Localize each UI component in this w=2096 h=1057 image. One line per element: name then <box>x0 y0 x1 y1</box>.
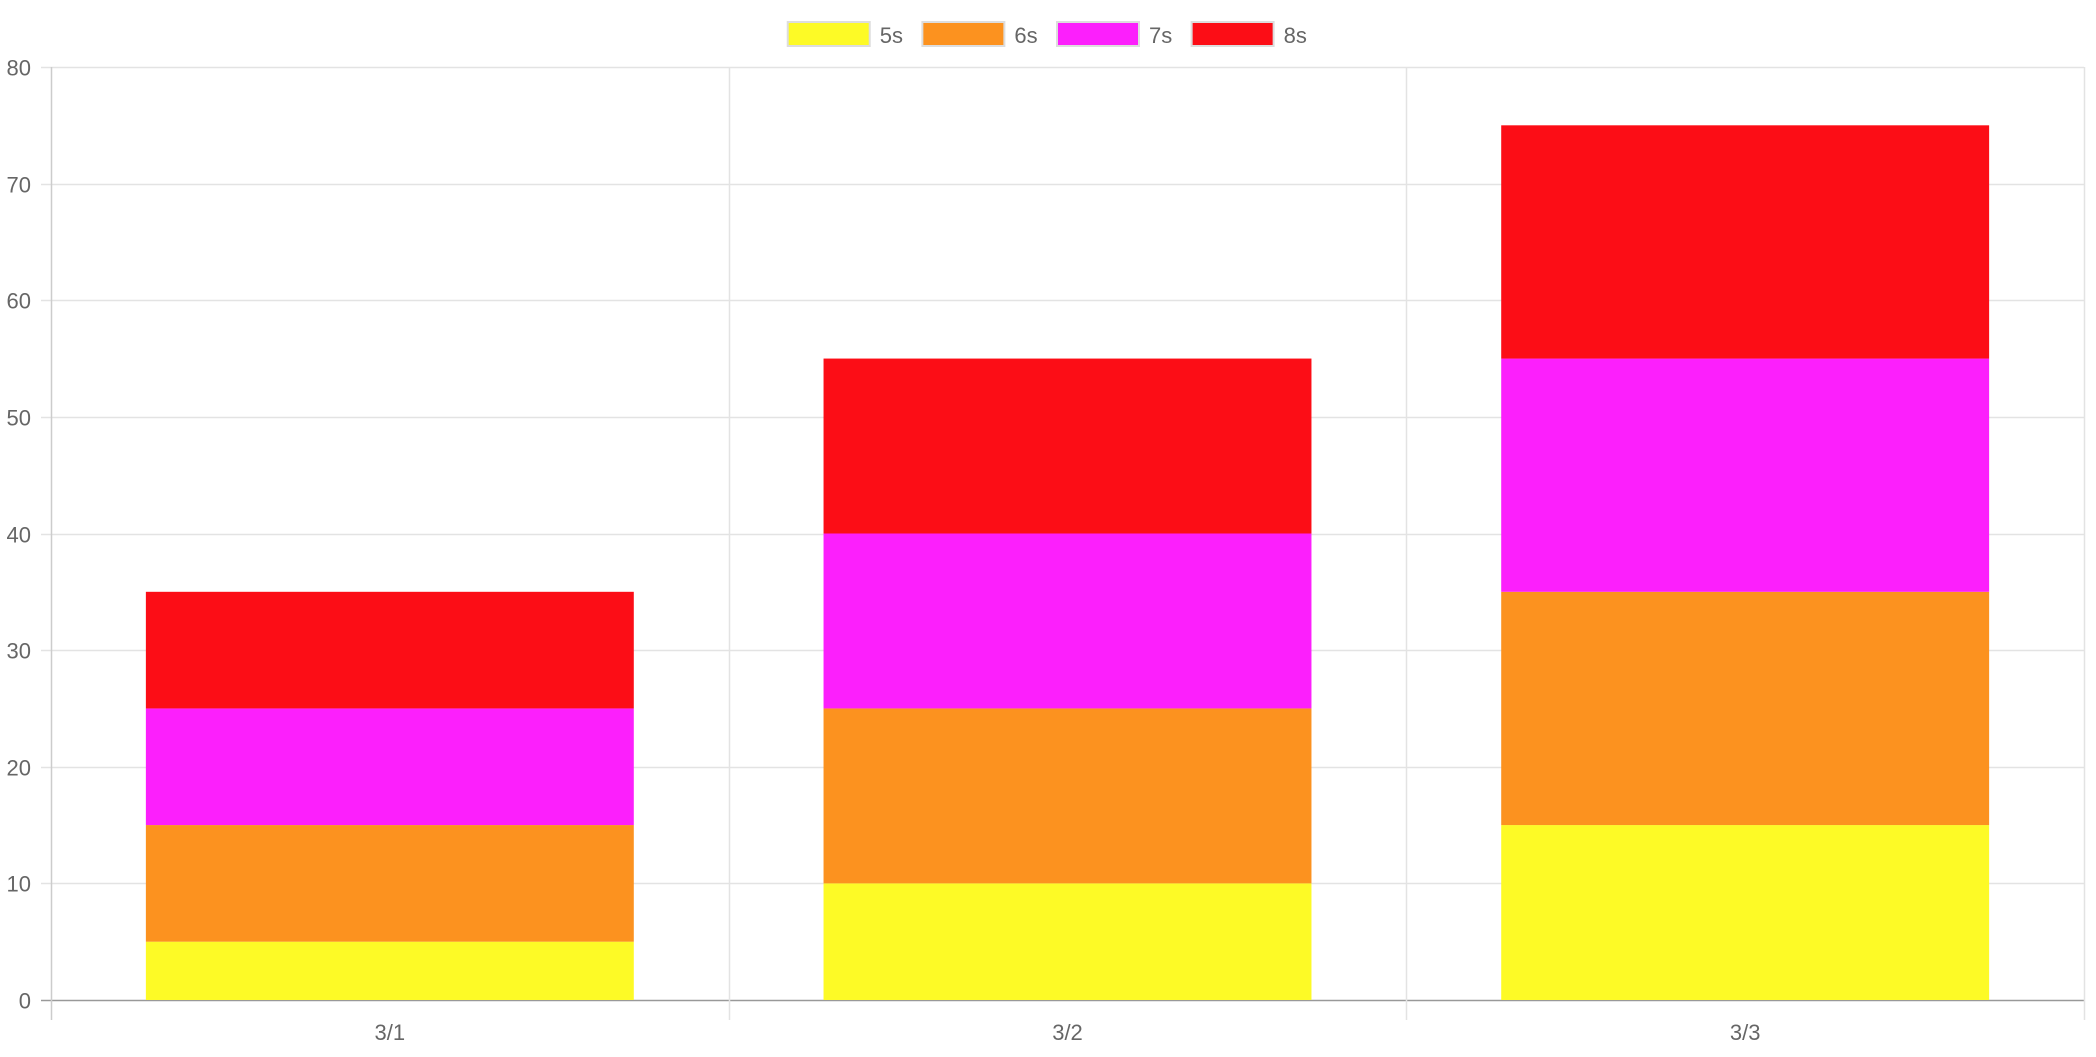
bar-segment-7s-3-1 <box>145 708 634 826</box>
legend-label: 5s <box>880 23 903 48</box>
bar-segment-5s-3-3 <box>1501 825 1990 1000</box>
legend-swatch-8s <box>1190 21 1275 47</box>
y-tick-label: 60 <box>7 289 31 314</box>
y-tick-label: 10 <box>7 872 31 897</box>
bar-segment-8s-3-3 <box>1501 125 1990 359</box>
y-tick-label: 40 <box>7 523 31 548</box>
bar-segment-6s-3-2 <box>823 708 1312 884</box>
bar-segment-8s-3-2 <box>823 358 1312 534</box>
bar-segment-8s-3-1 <box>145 591 634 709</box>
legend-label: 7s <box>1149 23 1172 48</box>
x-tick-label: 3/1 <box>375 1020 406 1045</box>
legend-swatch-6s <box>921 21 1006 47</box>
bar-segment-5s-3-1 <box>145 941 634 1000</box>
bar-segment-6s-3-3 <box>1501 591 1990 826</box>
legend-label: 8s <box>1284 23 1307 48</box>
bar-segment-5s-3-2 <box>823 883 1312 1000</box>
bar-segment-6s-3-1 <box>145 825 634 942</box>
y-tick-label: 50 <box>7 406 31 431</box>
bar-segment-7s-3-3 <box>1501 358 1990 592</box>
legend-label: 6s <box>1014 23 1037 48</box>
x-tick-label: 3/2 <box>1052 1020 1083 1045</box>
bar-stacks <box>145 125 1990 1000</box>
legend-swatch-5s <box>786 21 871 47</box>
legend-swatch-7s <box>1056 21 1140 47</box>
axes: 0 10 20 30 40 50 60 70 80 3/1 3/2 3/3 <box>7 56 1761 1046</box>
y-tick-label: 0 <box>19 989 31 1014</box>
x-tick-label: 3/3 <box>1730 1020 1761 1045</box>
y-tick-label: 80 <box>7 56 31 81</box>
legend: 5s 6s 7s 8s <box>786 21 1307 48</box>
y-tick-label: 30 <box>7 639 31 664</box>
y-tick-label: 70 <box>7 173 31 198</box>
y-tick-label: 20 <box>7 756 31 781</box>
bar-segment-7s-3-2 <box>823 533 1312 709</box>
